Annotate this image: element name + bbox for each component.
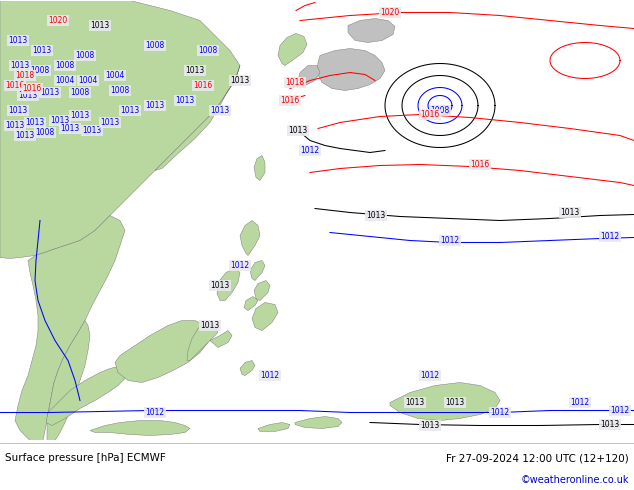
Text: 1020: 1020 bbox=[48, 16, 68, 25]
Text: 1013: 1013 bbox=[8, 36, 28, 45]
Polygon shape bbox=[244, 296, 258, 311]
Text: 1013: 1013 bbox=[50, 116, 70, 125]
Text: 1008: 1008 bbox=[75, 51, 94, 60]
Text: 1012: 1012 bbox=[611, 406, 630, 415]
Polygon shape bbox=[348, 19, 395, 43]
Text: 1008: 1008 bbox=[70, 88, 89, 97]
Polygon shape bbox=[187, 322, 218, 361]
Polygon shape bbox=[0, 0, 240, 259]
Text: Fr 27-09-2024 12:00 UTC (12+120): Fr 27-09-2024 12:00 UTC (12+120) bbox=[446, 453, 629, 463]
Text: 1012: 1012 bbox=[261, 371, 280, 380]
Polygon shape bbox=[217, 269, 240, 300]
Text: 1013: 1013 bbox=[560, 208, 579, 217]
Text: 1013: 1013 bbox=[230, 76, 250, 85]
Text: 1013: 1013 bbox=[18, 91, 37, 100]
Text: 1013: 1013 bbox=[8, 106, 28, 115]
Text: 1013: 1013 bbox=[25, 118, 44, 127]
Text: 1016: 1016 bbox=[22, 84, 42, 93]
Text: 1020: 1020 bbox=[380, 8, 399, 17]
Text: 1012: 1012 bbox=[145, 408, 165, 417]
Polygon shape bbox=[278, 33, 307, 66]
Text: 1013: 1013 bbox=[200, 321, 219, 330]
Text: 1004: 1004 bbox=[105, 71, 125, 80]
Text: 1013: 1013 bbox=[420, 421, 439, 430]
Text: 1016: 1016 bbox=[470, 160, 489, 169]
Polygon shape bbox=[298, 66, 320, 85]
Text: 1013: 1013 bbox=[32, 46, 51, 55]
Text: 1013: 1013 bbox=[405, 398, 425, 407]
Text: 1008: 1008 bbox=[36, 128, 55, 137]
Text: 1012: 1012 bbox=[420, 371, 439, 380]
Text: 1013: 1013 bbox=[176, 96, 195, 105]
Polygon shape bbox=[250, 261, 265, 280]
Text: 1013: 1013 bbox=[41, 88, 60, 97]
Text: 1012: 1012 bbox=[571, 398, 590, 407]
Polygon shape bbox=[295, 416, 342, 428]
Text: 1008: 1008 bbox=[55, 61, 75, 70]
Polygon shape bbox=[15, 216, 125, 441]
Text: 1013: 1013 bbox=[185, 66, 205, 75]
Text: 1016: 1016 bbox=[5, 81, 25, 90]
Text: 1004: 1004 bbox=[55, 76, 75, 85]
Text: 1013: 1013 bbox=[82, 126, 101, 135]
Polygon shape bbox=[46, 367, 128, 425]
Text: 1016: 1016 bbox=[280, 96, 300, 105]
Text: 1008: 1008 bbox=[30, 66, 49, 75]
Polygon shape bbox=[252, 302, 278, 330]
Polygon shape bbox=[115, 320, 210, 383]
Text: 1013: 1013 bbox=[70, 111, 89, 120]
Text: 1013: 1013 bbox=[10, 61, 30, 70]
Text: 1013: 1013 bbox=[5, 121, 25, 130]
Text: 1008: 1008 bbox=[110, 86, 129, 95]
Text: 1013: 1013 bbox=[60, 124, 80, 133]
Text: 1018: 1018 bbox=[285, 78, 304, 87]
Polygon shape bbox=[258, 422, 290, 432]
Text: 1012: 1012 bbox=[230, 261, 250, 270]
Text: 1008: 1008 bbox=[430, 106, 450, 115]
Text: 1013: 1013 bbox=[91, 21, 110, 30]
Polygon shape bbox=[317, 49, 385, 91]
Text: 1008: 1008 bbox=[145, 41, 165, 50]
Text: 1013: 1013 bbox=[100, 118, 120, 127]
Text: 1018: 1018 bbox=[15, 71, 35, 80]
Text: ©weatheronline.co.uk: ©weatheronline.co.uk bbox=[521, 475, 629, 485]
Polygon shape bbox=[254, 155, 265, 180]
Text: 1013: 1013 bbox=[120, 106, 139, 115]
Polygon shape bbox=[240, 361, 255, 375]
Text: 1013: 1013 bbox=[210, 281, 230, 290]
Polygon shape bbox=[254, 280, 270, 300]
Polygon shape bbox=[47, 320, 90, 441]
Text: 1013: 1013 bbox=[145, 101, 165, 110]
Text: 1016: 1016 bbox=[193, 81, 212, 90]
Text: 1013: 1013 bbox=[210, 106, 230, 115]
Text: 1012: 1012 bbox=[600, 232, 619, 241]
Polygon shape bbox=[240, 220, 260, 255]
Polygon shape bbox=[155, 66, 240, 171]
Polygon shape bbox=[390, 383, 500, 420]
Text: 1004: 1004 bbox=[79, 76, 98, 85]
Text: 1013: 1013 bbox=[366, 211, 385, 220]
Text: 1012: 1012 bbox=[441, 236, 460, 245]
Text: 1008: 1008 bbox=[198, 46, 217, 55]
Text: 1013: 1013 bbox=[15, 131, 35, 140]
Text: 1016: 1016 bbox=[420, 110, 439, 119]
Polygon shape bbox=[90, 420, 190, 436]
Text: 1013: 1013 bbox=[445, 398, 465, 407]
Text: 1012: 1012 bbox=[491, 408, 510, 417]
Text: 1013: 1013 bbox=[600, 420, 619, 429]
Text: 1013: 1013 bbox=[288, 126, 307, 135]
Text: 1012: 1012 bbox=[301, 146, 320, 155]
Polygon shape bbox=[210, 330, 232, 347]
Text: Surface pressure [hPa] ECMWF: Surface pressure [hPa] ECMWF bbox=[5, 453, 165, 463]
